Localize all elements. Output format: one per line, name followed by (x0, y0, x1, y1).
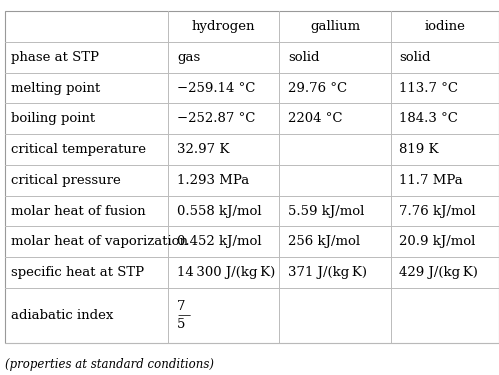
Text: 819 K: 819 K (400, 143, 439, 156)
Text: 0.452 kJ/mol: 0.452 kJ/mol (177, 235, 261, 248)
Text: gas: gas (177, 51, 200, 64)
Text: 5: 5 (177, 318, 185, 332)
Text: critical temperature: critical temperature (11, 143, 146, 156)
Text: 5.59 kJ/mol: 5.59 kJ/mol (288, 204, 365, 218)
Text: boiling point: boiling point (11, 112, 95, 125)
Text: adiabatic index: adiabatic index (11, 309, 113, 322)
Text: iodine: iodine (425, 20, 466, 33)
Text: 113.7 °C: 113.7 °C (400, 82, 459, 94)
Text: 2204 °C: 2204 °C (288, 112, 343, 125)
Text: —: — (177, 309, 190, 322)
Text: 14 300 J/(kg K): 14 300 J/(kg K) (177, 266, 275, 279)
Text: 32.97 K: 32.97 K (177, 143, 230, 156)
Text: molar heat of fusion: molar heat of fusion (11, 204, 146, 218)
Text: 20.9 kJ/mol: 20.9 kJ/mol (400, 235, 476, 248)
Text: −259.14 °C: −259.14 °C (177, 82, 255, 94)
Text: 184.3 °C: 184.3 °C (400, 112, 458, 125)
Text: (properties at standard conditions): (properties at standard conditions) (5, 358, 214, 371)
Text: 0.558 kJ/mol: 0.558 kJ/mol (177, 204, 261, 218)
Text: molar heat of vaporization: molar heat of vaporization (11, 235, 188, 248)
Text: 429 J/(kg K): 429 J/(kg K) (400, 266, 479, 279)
Text: −252.87 °C: −252.87 °C (177, 112, 255, 125)
Text: solid: solid (288, 51, 320, 64)
Text: hydrogen: hydrogen (192, 20, 255, 33)
Text: gallium: gallium (310, 20, 360, 33)
Text: specific heat at STP: specific heat at STP (11, 266, 144, 279)
Text: 1.293 MPa: 1.293 MPa (177, 174, 249, 187)
Text: 7: 7 (177, 300, 186, 313)
Text: solid: solid (400, 51, 431, 64)
Text: 7.76 kJ/mol: 7.76 kJ/mol (400, 204, 476, 218)
Text: melting point: melting point (11, 82, 100, 94)
Text: 29.76 °C: 29.76 °C (288, 82, 347, 94)
Text: phase at STP: phase at STP (11, 51, 99, 64)
Text: critical pressure: critical pressure (11, 174, 121, 187)
Text: 371 J/(kg K): 371 J/(kg K) (288, 266, 367, 279)
Text: 256 kJ/mol: 256 kJ/mol (288, 235, 360, 248)
Text: 11.7 MPa: 11.7 MPa (400, 174, 463, 187)
